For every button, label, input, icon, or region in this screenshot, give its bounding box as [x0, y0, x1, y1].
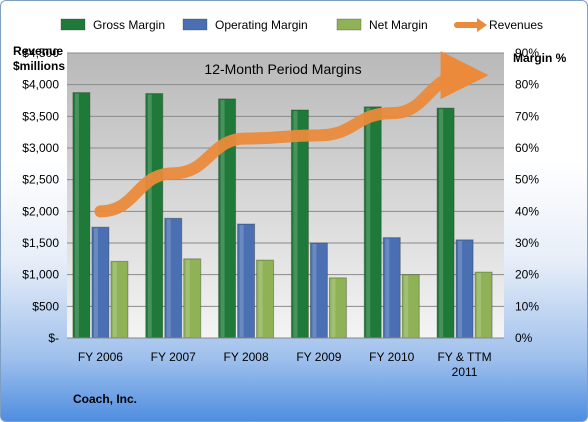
left-tick-label: $3,500 [22, 109, 59, 123]
right-axis-ticks: 0% 10% 20% 30% 40% 50% 60% 70% 80% 90% [515, 46, 539, 345]
left-tick-label: $- [48, 331, 59, 345]
left-tick-label: $3,000 [22, 141, 59, 155]
x-axis-labels: FY 2006 FY 2007 FY 2008 FY 2009 FY 2010 FY & … [78, 350, 492, 379]
right-tick-label: 50% [515, 173, 539, 187]
right-tick-label: 90% [515, 46, 539, 60]
bar-highlight [458, 240, 463, 337]
bar-highlight [147, 94, 152, 338]
left-tick-label: $4,000 [22, 78, 59, 92]
x-tick-label: FY 2006 [78, 350, 123, 364]
bar-highlight [93, 228, 98, 337]
legend-label: Gross Margin [93, 18, 165, 32]
legend-swatch [182, 18, 208, 31]
right-tick-label: 20% [515, 268, 539, 282]
x-tick-label: FY 2010 [369, 350, 414, 364]
left-axis-label-line1: Revenue [13, 44, 63, 58]
right-tick-label: 80% [515, 78, 539, 92]
legend: Gross Margin Operating Margin Net Margin Re… [60, 18, 543, 32]
legend-arrow [477, 18, 487, 32]
bar-highlight [366, 107, 371, 337]
bar-highlight [220, 99, 225, 338]
chart-title: 12-Month Period Margins [204, 61, 361, 77]
bar-highlight [239, 225, 244, 337]
bar-highlight [439, 109, 444, 337]
bar-highlight [185, 259, 190, 337]
legend-label: Net Margin [369, 18, 428, 32]
bar-highlight [258, 261, 263, 337]
legend-swatch [336, 18, 362, 31]
left-tick-label: $4,500 [22, 46, 59, 60]
left-tick-label: $500 [32, 299, 59, 313]
bar-highlight [477, 273, 482, 337]
bar-highlight [112, 262, 117, 337]
bars [72, 92, 493, 339]
x-tick-label: FY 2007 [151, 350, 196, 364]
right-tick-label: 70% [515, 109, 539, 123]
right-tick-label: 60% [515, 141, 539, 155]
left-tick-label: $1,000 [22, 268, 59, 282]
bar-highlight [404, 275, 409, 337]
x-tick-label: FY 2008 [224, 350, 269, 364]
bar-highlight [293, 111, 298, 337]
left-axis-label-line2: $millions [13, 59, 65, 73]
left-axis-ticks: $- $500 $1,000 $1,500 $2,000 $2,500 $3,000 $3,5… [22, 46, 59, 345]
legend-label: Revenues [489, 18, 543, 32]
right-axis-label: Margin % [513, 51, 567, 65]
bar-highlight [331, 278, 336, 337]
bar-highlight [166, 219, 171, 337]
x-tick-label: FY & TTM 2011 [437, 350, 491, 379]
legend-swatch [60, 18, 86, 31]
left-tick-label: $2,500 [22, 173, 59, 187]
revenue-line [94, 51, 489, 218]
bar-highlight [74, 93, 79, 337]
left-tick-label: $1,500 [22, 236, 59, 250]
right-tick-label: 30% [515, 236, 539, 250]
right-tick-label: 40% [515, 204, 539, 218]
left-tick-label: $2,000 [22, 204, 59, 218]
legend-label: Operating Margin [215, 18, 308, 32]
right-tick-label: 10% [515, 299, 539, 313]
right-tick-label: 0% [515, 331, 533, 345]
bar-highlight [385, 238, 390, 337]
revenue-line-group [94, 51, 489, 218]
x-tick-label: FY 2009 [296, 350, 341, 364]
bar-highlight [312, 244, 317, 337]
gridlines [67, 52, 504, 307]
company-name: Coach, Inc. [73, 392, 137, 406]
